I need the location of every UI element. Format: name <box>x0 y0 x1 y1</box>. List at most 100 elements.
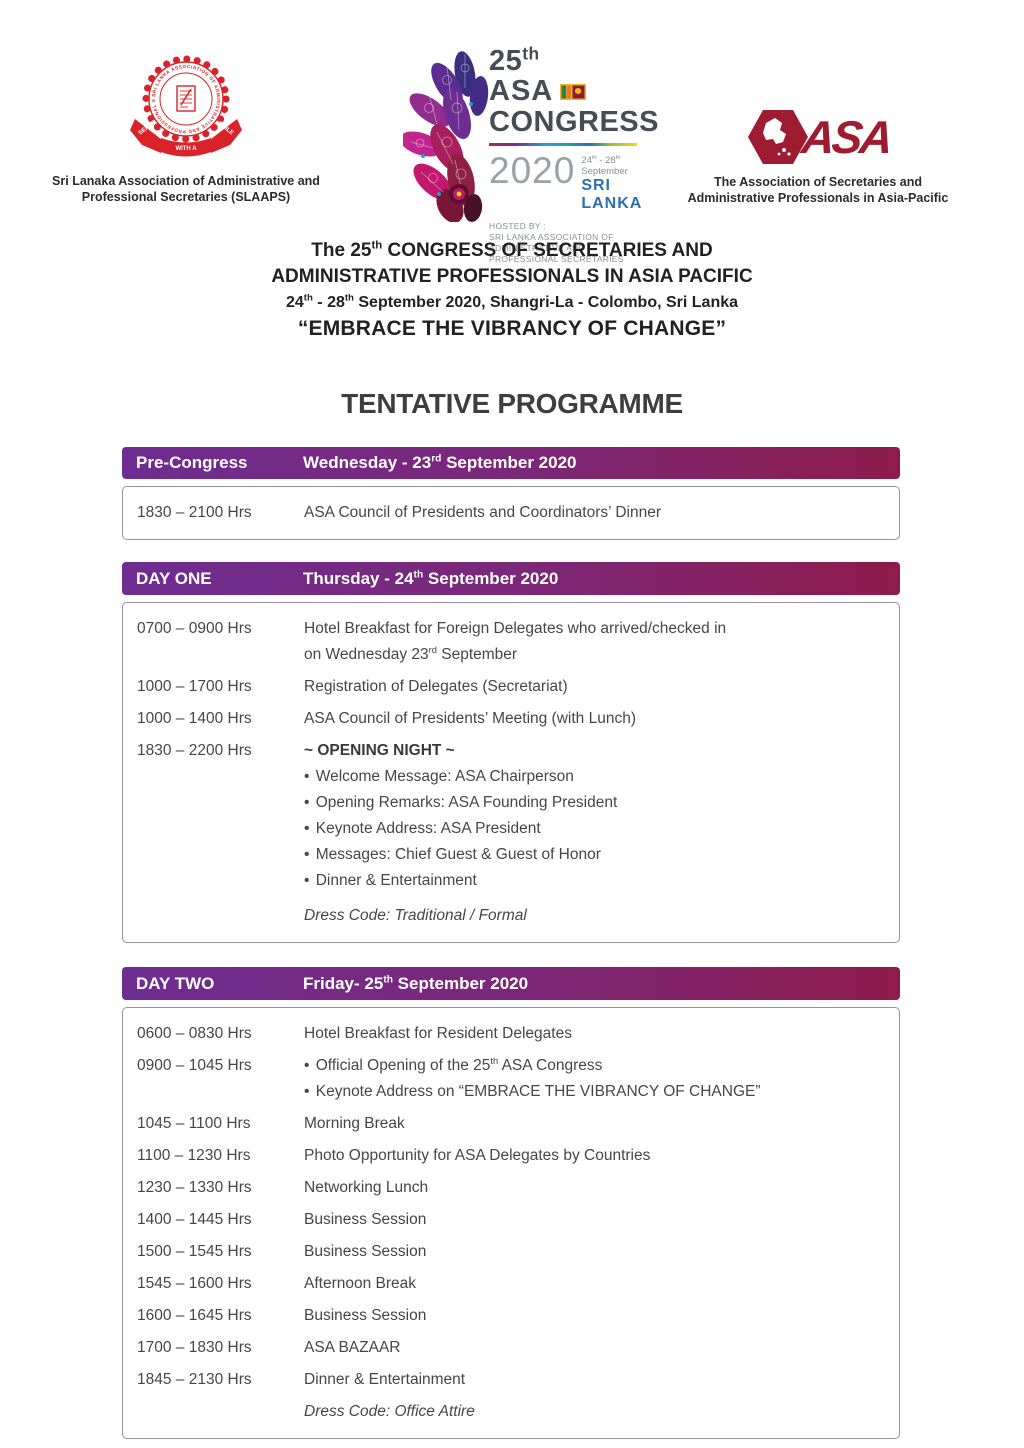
row-time: 1700 – 1830 Hrs <box>137 1339 252 1356</box>
row-line: Networking Lunch <box>304 1179 429 1196</box>
row-time: 0600 – 0830 Hrs <box>137 1025 252 1042</box>
section-box-day-two: 0600 – 0830 Hrs Hotel Breakfast for Resid… <box>122 1007 900 1439</box>
row-line: • Messages: Chief Guest & Guest of Honor <box>304 846 601 863</box>
bullet-icon: • <box>304 846 314 863</box>
row-description: Hotel Breakfast for Resident Delegates <box>304 1021 885 1047</box>
slaaps-caption-line2: Professional Secretaries (SLAAPS) <box>81 190 291 204</box>
congress-year: 2020 <box>489 150 576 191</box>
table-row: 1700 – 1830 Hrs ASA BAZAAR <box>137 1335 885 1361</box>
congress-logo-block: 25th ASA CONGRESS 2020 24th - 28th Septe… <box>403 42 658 264</box>
slaaps-caption-line1: Sri Lanaka Association of Administrative… <box>52 174 320 188</box>
row-description: Networking Lunch <box>304 1175 885 1201</box>
table-row: 1045 – 1100 Hrs Morning Break <box>137 1111 885 1137</box>
table-row: Dress Code: Office Attire <box>137 1399 885 1425</box>
row-time <box>137 1399 304 1425</box>
bullet-icon: • <box>304 872 314 889</box>
row-description: Business Session <box>304 1207 885 1233</box>
row-line: Dinner & Entertainment <box>304 1371 466 1388</box>
row-line: Business Session <box>304 1211 427 1228</box>
bullet-icon: • <box>304 794 314 811</box>
congress-wordmark: 25th ASA CONGRESS 2020 24th - 28th Septe… <box>489 43 659 265</box>
table-row: 1400 – 1445 Hrs Business Session <box>137 1207 885 1233</box>
slaaps-caption: Sri Lanaka Association of Administrative… <box>40 173 332 205</box>
asa-caption: The Association of Secretaries and Admin… <box>668 174 968 206</box>
asa-caption-line1: The Association of Secretaries and <box>714 175 922 189</box>
bullet-icon: • <box>304 768 314 785</box>
section-box-day-one: 0700 – 0900 Hrs Hotel Breakfast for Forei… <box>122 602 900 943</box>
row-line: Dress Code: Traditional / Formal <box>304 907 527 924</box>
hosted-by-line1: SRI LANKA ASSOCIATION OF <box>489 232 614 242</box>
table-row: 1230 – 1330 Hrs Networking Lunch <box>137 1175 885 1201</box>
asa-caption-line2: Administrative Professionals in Asia-Pac… <box>687 191 949 205</box>
table-row: 1000 – 1400 Hrs ASA Council of Presidents… <box>137 706 885 732</box>
congress-country: SRI LANKA <box>581 177 643 212</box>
row-description: ASA BAZAAR <box>304 1335 885 1361</box>
row-line: Afternoon Break <box>304 1275 417 1292</box>
row-line: ASA Council of Presidents’ Meeting (with… <box>304 710 636 727</box>
asa-letters: ASA <box>799 111 893 163</box>
table-row: 0900 – 1045 Hrs • Official Opening of the… <box>137 1053 885 1105</box>
row-time: 1830 – 2200 Hrs <box>137 742 252 759</box>
section-label: Pre-Congress <box>136 453 248 472</box>
row-time: 1545 – 1600 Hrs <box>137 1275 252 1292</box>
asa-logo-block: ASA The Association of Secretaries and A… <box>668 106 968 206</box>
congress-dates: 24th - 28th September <box>581 154 628 177</box>
row-time: 1000 – 1400 Hrs <box>137 710 252 727</box>
asa-hexagon-logo <box>747 110 808 164</box>
section-label: DAY TWO <box>136 973 215 993</box>
header-line1: The 25th CONGRESS OF SECRETARIES AND <box>311 239 713 261</box>
row-line: Dress Code: Office Attire <box>304 1403 475 1420</box>
congress-number-value: 25 <box>489 45 523 77</box>
congress-number-sup: th <box>522 43 540 64</box>
table-row: 1545 – 1600 Hrs Afternoon Break <box>137 1271 885 1297</box>
row-time: 1100 – 1230 Hrs <box>137 1147 251 1164</box>
bullet-icon: • <box>304 820 314 837</box>
congress-number: 25th <box>489 43 651 77</box>
row-description: Dress Code: Office Attire <box>304 1399 885 1425</box>
row-time: 1830 – 2100 Hrs <box>137 504 252 521</box>
row-time: 1045 – 1100 Hrs <box>137 1115 251 1132</box>
row-description: Business Session <box>304 1303 885 1329</box>
section-label: DAY ONE <box>136 568 212 588</box>
programme-tables: Pre-Congress Wednesday - 23rd September … <box>122 447 900 1439</box>
row-description: Photo Opportunity for ASA Delegates by C… <box>304 1143 885 1169</box>
row-line: ~ OPENING NIGHT ~ <box>304 742 455 759</box>
table-row: 1600 – 1645 Hrs Business Session <box>137 1303 885 1329</box>
row-description: Morning Break <box>304 1111 885 1137</box>
congress-word: CONGRESS <box>489 106 659 138</box>
row-time: 0700 – 0900 Hrs <box>137 620 252 637</box>
section-header-pre-congress: Pre-Congress Wednesday - 23rd September … <box>122 447 900 479</box>
table-row: 1100 – 1230 Hrs Photo Opportunity for ASA… <box>137 1143 885 1169</box>
peacock-feathers-art <box>403 51 489 222</box>
table-row: 1500 – 1545 Hrs Business Session <box>137 1239 885 1265</box>
row-time: 0900 – 1045 Hrs <box>137 1057 252 1074</box>
row-line: • Official Opening of the 25th ASA Congr… <box>304 1055 603 1074</box>
header-line3: 24th - 28th September 2020, Shangri-La -… <box>285 292 739 311</box>
page-title: TENTATIVE PROGRAMME <box>341 388 683 419</box>
row-description: Business Session <box>304 1239 885 1265</box>
row-line: Hotel Breakfast for Foreign Delegates wh… <box>304 620 727 637</box>
hosted-by-line3: PROFESSIONAL SECRETARIES <box>489 254 624 264</box>
section-header-day-one: DAY ONE Thursday - 24th September 2020 <box>122 562 900 595</box>
row-time: 1400 – 1445 Hrs <box>137 1211 252 1228</box>
row-line: Hotel Breakfast for Resident Delegates <box>304 1025 572 1042</box>
slaaps-logo-block: SRI LANKA ASSOCIATION OF ADMINISTRATIVE … <box>40 52 332 205</box>
slaaps-seal-logo: SRI LANKA ASSOCIATION OF ADMINISTRATIVE … <box>120 52 242 157</box>
section-date: Friday- 25th September 2020 <box>303 973 529 993</box>
row-line: • Welcome Message: ASA Chairperson <box>304 768 574 785</box>
rainbow-divider <box>489 143 637 146</box>
section-header-day-two: DAY TWO Friday- 25th September 2020 <box>122 967 900 1000</box>
row-time: 1230 – 1330 Hrs <box>137 1179 252 1196</box>
row-description: Dinner & Entertainment <box>304 1367 885 1393</box>
row-description: ASA Council of Presidents’ Meeting (with… <box>304 706 885 732</box>
bullet-icon: • <box>304 1057 314 1074</box>
hosted-by-line2: ADMINISTRATIVE AND <box>489 243 585 253</box>
ribbon-text-center: WITH A <box>175 146 197 152</box>
row-description: Hotel Breakfast for Foreign Delegates wh… <box>304 616 885 668</box>
row-line: on Wednesday 23rd September <box>304 644 518 663</box>
row-time: 1600 – 1645 Hrs <box>137 1307 252 1324</box>
row-line: • Opening Remarks: ASA Founding Presiden… <box>304 794 618 811</box>
table-row: 1830 – 2100 Hrs ASA Council of Presidents… <box>137 500 885 526</box>
congress-org: ASA <box>489 75 554 107</box>
